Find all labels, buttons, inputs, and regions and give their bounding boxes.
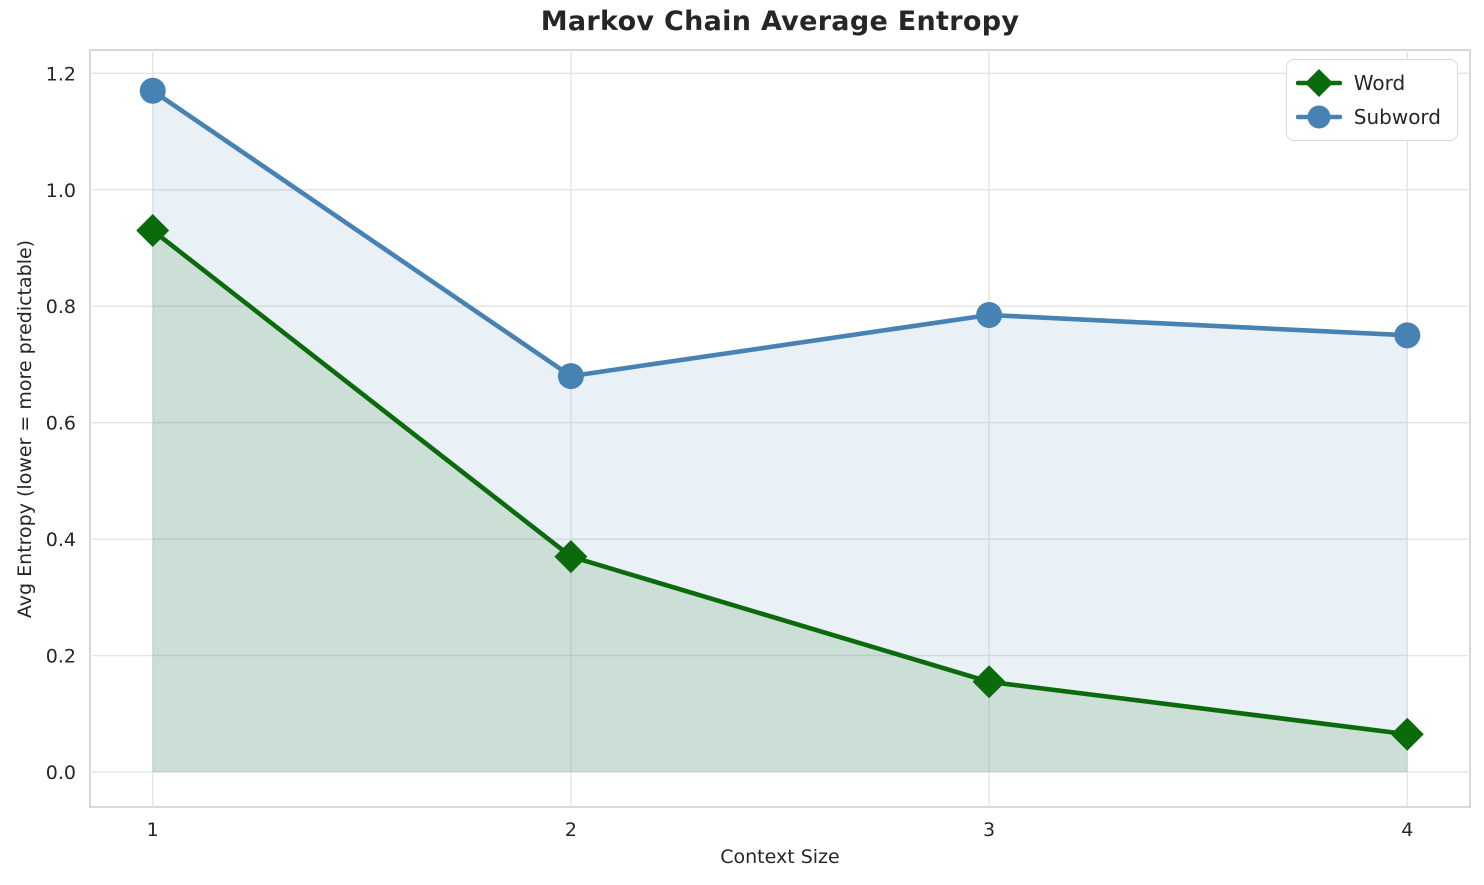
data-point-word-4 xyxy=(1390,717,1424,751)
data-point-subword-1 xyxy=(139,77,166,104)
y-tick-label-1.2: 1.2 xyxy=(46,63,76,85)
legend-item-label: Word xyxy=(1353,71,1406,95)
legend-item-word: Word xyxy=(1295,67,1441,99)
legend-marker-word-icon xyxy=(1295,69,1342,97)
data-point-word-3 xyxy=(972,665,1006,699)
legend-item-label: Subword xyxy=(1353,105,1441,129)
x-tick-label-3: 3 xyxy=(983,819,995,841)
legend: Word Subword xyxy=(1285,59,1458,141)
data-point-word-1 xyxy=(136,214,170,248)
plot-area xyxy=(89,49,1471,808)
y-tick-label-0.0: 0.0 xyxy=(46,762,76,784)
area-fill-word xyxy=(152,230,1408,773)
y-axis-label: Avg Entropy (lower = more predictable) xyxy=(14,239,36,619)
legend-item-subword: Subword xyxy=(1295,101,1441,133)
x-tick-label-2: 2 xyxy=(565,819,577,841)
x-tick-label-1: 1 xyxy=(147,819,159,841)
y-tick-label-0.2: 0.2 xyxy=(46,646,76,668)
y-tick-label-0.4: 0.4 xyxy=(46,529,76,551)
chart-title: Markov Chain Average Entropy xyxy=(540,6,1020,37)
area-fill-subword xyxy=(152,90,1408,773)
legend-diamond-glyph xyxy=(1304,69,1333,97)
data-point-subword-2 xyxy=(557,363,584,390)
data-point-word-2 xyxy=(554,540,588,574)
y-tick-label-0.6: 0.6 xyxy=(46,413,76,435)
data-point-subword-4 xyxy=(1394,322,1421,349)
y-tick-label-0.8: 0.8 xyxy=(46,296,76,318)
legend-circle-glyph xyxy=(1307,105,1331,129)
data-point-subword-3 xyxy=(976,301,1003,328)
x-axis-label: Context Size xyxy=(720,846,840,868)
y-tick-label-1.0: 1.0 xyxy=(46,180,76,202)
series-line-subword xyxy=(150,88,1410,379)
series-line-word xyxy=(150,228,1410,737)
legend-marker-subword-icon xyxy=(1295,105,1342,129)
x-tick-label-4: 4 xyxy=(1401,819,1413,841)
